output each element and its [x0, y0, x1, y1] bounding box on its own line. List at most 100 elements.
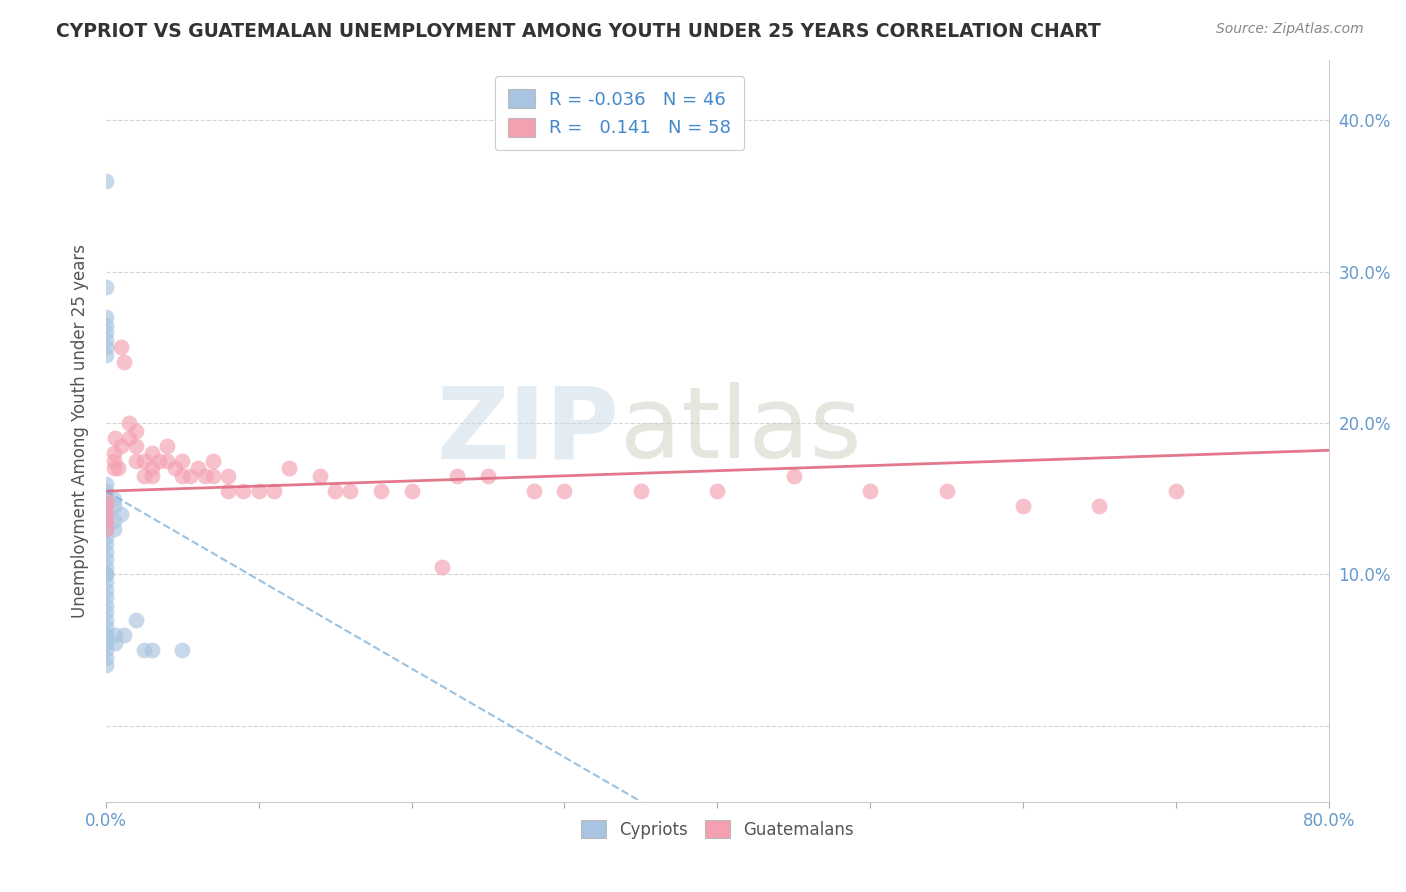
Point [94, 333, 117, 347]
Point [104, 431, 127, 445]
Point [432, 560, 454, 574]
Point [477, 469, 499, 483]
Point [94, 590, 117, 604]
Point [163, 461, 186, 475]
Point [94, 522, 117, 536]
Point [187, 461, 209, 475]
Point [94, 530, 117, 544]
Point [94, 628, 117, 642]
Point [94, 310, 117, 324]
Point [94, 500, 117, 514]
Point [201, 469, 224, 483]
Point [94, 613, 117, 627]
Point [706, 484, 728, 499]
Point [94, 515, 117, 529]
Point [935, 484, 957, 499]
Point [94, 635, 117, 649]
Point [103, 515, 125, 529]
Point [103, 446, 125, 460]
Point [859, 484, 882, 499]
Point [134, 469, 156, 483]
Text: Source: ZipAtlas.com: Source: ZipAtlas.com [1216, 22, 1364, 37]
Text: ZIP: ZIP [437, 382, 620, 479]
Point [94, 491, 117, 506]
Point [232, 484, 254, 499]
Point [94, 318, 117, 332]
Point [172, 469, 194, 483]
Point [103, 491, 125, 506]
Point [110, 340, 132, 354]
Point [94, 567, 117, 582]
Point [94, 552, 117, 566]
Point [94, 620, 117, 634]
Point [141, 469, 163, 483]
Point [94, 484, 117, 499]
Point [141, 461, 163, 475]
Point [94, 567, 117, 582]
Point [94, 279, 117, 293]
Point [148, 454, 170, 468]
Point [94, 658, 117, 673]
Point [94, 537, 117, 551]
Point [103, 500, 125, 514]
Y-axis label: Unemployment Among Youth under 25 years: Unemployment Among Youth under 25 years [72, 244, 89, 617]
Point [110, 439, 132, 453]
Point [112, 355, 135, 369]
Point [94, 522, 117, 536]
Point [370, 484, 392, 499]
Point [156, 454, 179, 468]
Point [94, 650, 117, 665]
Point [125, 454, 148, 468]
Point [217, 469, 239, 483]
Point [194, 469, 217, 483]
Point [172, 454, 194, 468]
Point [94, 348, 117, 362]
Point [125, 613, 148, 627]
Point [110, 507, 132, 521]
Point [94, 491, 117, 506]
Point [323, 484, 346, 499]
Point [1088, 500, 1111, 514]
Point [1164, 484, 1187, 499]
Text: atlas: atlas [620, 382, 860, 479]
Point [94, 340, 117, 354]
Point [103, 522, 125, 536]
Point [156, 439, 179, 453]
Point [134, 643, 156, 657]
Point [141, 643, 163, 657]
Point [523, 484, 546, 499]
Point [104, 635, 127, 649]
Point [94, 643, 117, 657]
Point [94, 574, 117, 589]
Point [94, 560, 117, 574]
Point [783, 469, 806, 483]
Point [134, 454, 156, 468]
Point [112, 628, 135, 642]
Point [118, 416, 141, 430]
Point [118, 431, 141, 445]
Point [103, 454, 125, 468]
Point [94, 582, 117, 597]
Text: CYPRIOT VS GUATEMALAN UNEMPLOYMENT AMONG YOUTH UNDER 25 YEARS CORRELATION CHART: CYPRIOT VS GUATEMALAN UNEMPLOYMENT AMONG… [56, 22, 1101, 41]
Point [94, 598, 117, 612]
Point [263, 484, 285, 499]
Point [94, 500, 117, 514]
Point [553, 484, 575, 499]
Point [94, 545, 117, 559]
Point [94, 515, 117, 529]
Point [630, 484, 652, 499]
Point [125, 439, 148, 453]
Point [94, 174, 117, 188]
Point [1012, 500, 1035, 514]
Point [94, 507, 117, 521]
Point [201, 454, 224, 468]
Point [217, 484, 239, 499]
Point [247, 484, 270, 499]
Point [107, 461, 129, 475]
Point [104, 628, 127, 642]
Point [94, 507, 117, 521]
Legend: Cypriots, Guatemalans: Cypriots, Guatemalans [574, 814, 860, 846]
Point [141, 446, 163, 460]
Point [179, 469, 201, 483]
Point [94, 325, 117, 339]
